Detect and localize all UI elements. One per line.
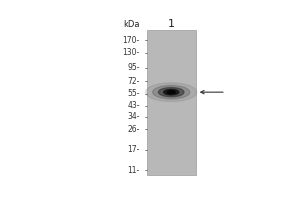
Text: 130-: 130-	[122, 48, 140, 57]
Text: 26-: 26-	[128, 125, 140, 134]
Text: 55-: 55-	[127, 89, 140, 98]
Text: 11-: 11-	[128, 166, 140, 175]
Text: 17-: 17-	[128, 145, 140, 154]
Ellipse shape	[167, 91, 175, 94]
Text: 43-: 43-	[127, 101, 140, 110]
Bar	[147, 30, 196, 175]
Text: 72-: 72-	[128, 77, 140, 86]
Text: 1: 1	[168, 19, 175, 29]
Text: 170-: 170-	[122, 36, 140, 45]
Ellipse shape	[146, 83, 197, 101]
Ellipse shape	[153, 85, 190, 99]
Text: 95-: 95-	[127, 63, 140, 72]
Ellipse shape	[158, 88, 184, 97]
Text: 34-: 34-	[127, 112, 140, 121]
Ellipse shape	[164, 89, 179, 95]
Text: kDa: kDa	[123, 20, 140, 29]
